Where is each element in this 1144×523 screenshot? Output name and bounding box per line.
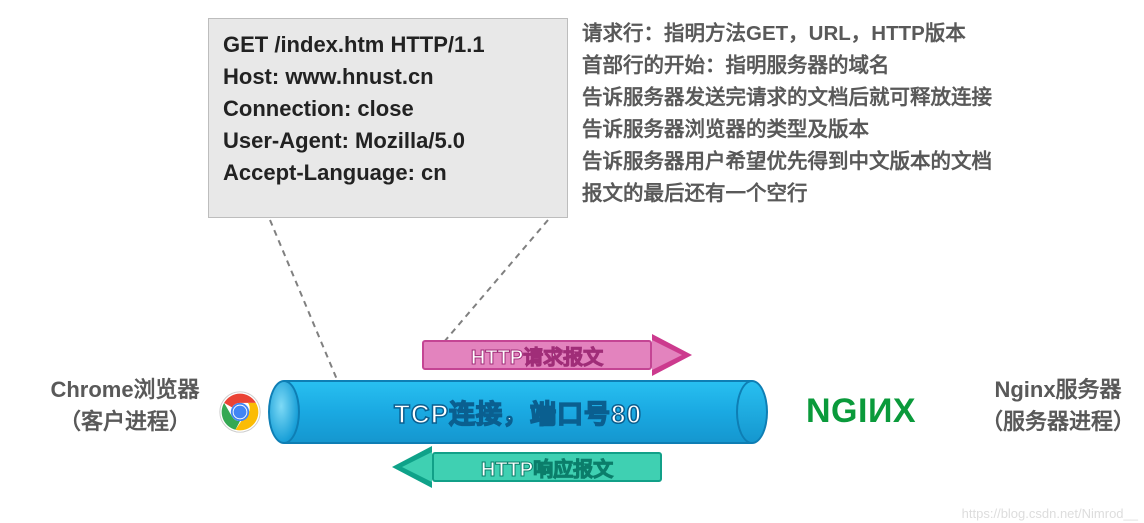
http-request-arrow: HTTP请求报文 xyxy=(422,340,652,370)
client-title: Chrome浏览器 xyxy=(30,374,220,406)
explanation-line: 告诉服务器浏览器的类型及版本 xyxy=(582,114,1142,146)
tcp-label: TCP连接，端口号80 xyxy=(268,380,768,444)
client-subtitle: （客户进程） xyxy=(30,406,220,438)
http-request-box: GET /index.htm HTTP/1.1 Host: www.hnust.… xyxy=(208,18,568,218)
request-line: Accept-Language: cn xyxy=(223,157,553,189)
server-label: Nginx服务器 （服务器进程） xyxy=(973,374,1143,438)
server-subtitle: （服务器进程） xyxy=(973,406,1143,438)
client-label: Chrome浏览器 （客户进程） xyxy=(30,374,220,438)
explanation-line: 告诉服务器发送完请求的文档后就可释放连接 xyxy=(582,82,1142,114)
watermark: https://blog.csdn.net/Nimrod__ xyxy=(962,506,1138,521)
request-arrow-label: HTTP请求报文 xyxy=(471,341,603,370)
tcp-connection-pipe: TCP连接，端口号80 xyxy=(268,380,768,444)
nginx-logo: NGIИX xyxy=(806,392,916,431)
chrome-icon xyxy=(218,390,262,434)
explanation-line: 报文的最后还有一个空行 xyxy=(582,178,1142,210)
request-line: User-Agent: Mozilla/5.0 xyxy=(223,125,553,157)
explanation-line: 首部行的开始：指明服务器的域名 xyxy=(582,50,1142,82)
http-response-arrow: HTTP响应报文 xyxy=(432,452,662,482)
explanation-line: 请求行：指明方法GET，URL，HTTP版本 xyxy=(582,18,1142,50)
request-line: GET /index.htm HTTP/1.1 xyxy=(223,29,553,61)
server-title: Nginx服务器 xyxy=(973,374,1143,406)
request-line: Connection: close xyxy=(223,93,553,125)
explanation-column: 请求行：指明方法GET，URL，HTTP版本 首部行的开始：指明服务器的域名 告… xyxy=(582,18,1142,210)
request-line: Host: www.hnust.cn xyxy=(223,61,553,93)
explanation-line: 告诉服务器用户希望优先得到中文版本的文档 xyxy=(582,146,1142,178)
request-arrow-head-inner xyxy=(652,340,682,370)
response-arrow-head-inner xyxy=(402,452,432,482)
response-arrow-label: HTTP响应报文 xyxy=(481,453,613,482)
